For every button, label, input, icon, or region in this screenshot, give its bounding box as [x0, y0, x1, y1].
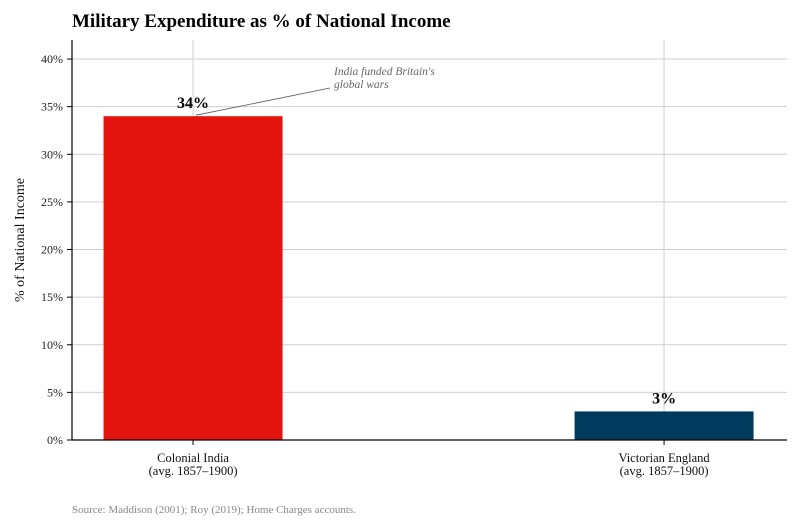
bar	[103, 116, 283, 440]
bar	[574, 411, 754, 440]
y-tick-label: 10%	[41, 338, 63, 352]
y-tick-label: 30%	[41, 147, 63, 161]
x-tick-label: (avg. 1857–1900)	[149, 464, 238, 478]
chart-title: Military Expenditure as % of National In…	[72, 11, 451, 32]
x-tick-label: (avg. 1857–1900)	[620, 464, 709, 478]
data-label: 34%	[177, 95, 209, 112]
source-note: Source: Maddison (2001); Roy (2019); Hom…	[72, 504, 356, 516]
y-tick-label: 15%	[41, 290, 63, 304]
annotation-text: global wars	[334, 79, 389, 91]
y-tick-label: 25%	[41, 195, 63, 209]
annotation-text: India funded Britain's	[333, 66, 435, 78]
x-tick-label: Victorian England	[618, 451, 710, 465]
annotation-arrow	[195, 87, 331, 116]
x-tick-label: Colonial India	[157, 451, 229, 465]
y-tick-label: 40%	[41, 52, 63, 66]
y-axis-label: % of National Income	[13, 178, 28, 302]
y-tick-label: 5%	[47, 385, 63, 399]
y-tick-label: 35%	[41, 100, 63, 114]
data-label: 3%	[652, 390, 676, 407]
y-tick-label: 20%	[41, 243, 63, 257]
y-tick-label: 0%	[47, 433, 63, 447]
